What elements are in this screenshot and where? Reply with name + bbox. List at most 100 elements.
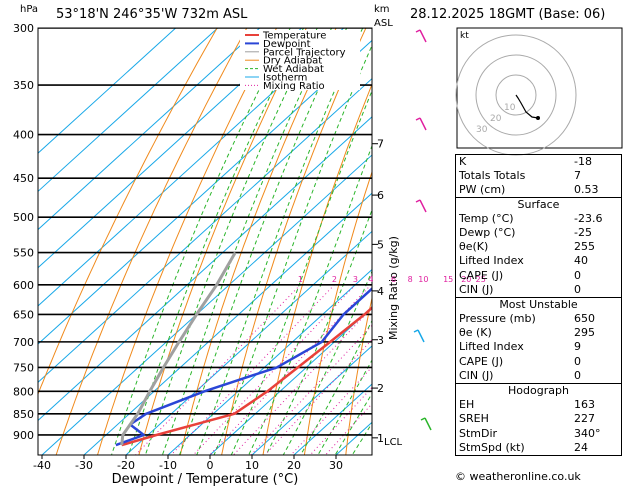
km-tick-label: 1	[377, 432, 384, 445]
temp-tick-label: -40	[33, 459, 51, 472]
surface-row: Lifted Index 40	[456, 254, 621, 268]
lcl-label: LCL	[384, 437, 403, 448]
pressure-tick-label: 300	[13, 22, 34, 35]
isotherm-line	[38, 28, 345, 307]
temp-tick-label: 10	[245, 459, 259, 472]
index-row: PW (cm) 0.53	[456, 183, 621, 197]
surface-row: Temp (°C) -23.6	[456, 212, 621, 226]
pressure-tick-label: 450	[13, 172, 34, 185]
isotherm-line	[209, 307, 372, 455]
temp-tick-label: -20	[117, 459, 135, 472]
dry-adiabat-line	[303, 170, 372, 455]
index-row: K -18	[456, 155, 621, 169]
index-label: K	[459, 155, 467, 168]
km-tick-label: 2	[377, 382, 384, 395]
hodograph-label: EH	[459, 398, 475, 412]
legend-label: Isotherm	[263, 73, 307, 84]
index-value: 7	[574, 169, 581, 183]
most-unstable-value: 0	[574, 368, 581, 382]
wind-barb-staff	[419, 117, 427, 131]
hodograph-section: Hodograph EH 163 SREH 227 StmDir 340° StmSpd (…	[455, 383, 622, 456]
y-axis-label: hPa	[20, 4, 38, 15]
wind-barb	[420, 417, 432, 431]
isotherm-line	[38, 116, 372, 422]
wind-barb-staff	[417, 329, 425, 343]
mixing-ratio-label: 15	[443, 275, 453, 284]
pressure-tick-label: 350	[13, 79, 34, 92]
surface-value: -25	[574, 225, 592, 239]
temp-tick-label: 20	[287, 459, 301, 472]
surface-row: CIN (J) 0	[456, 283, 621, 297]
mixing-ratio-label: 25	[476, 275, 486, 284]
dry-adiabat-line	[262, 83, 372, 455]
most-unstable-row: CAPE (J) 0	[456, 355, 621, 369]
hodograph-ring	[455, 34, 577, 156]
km-tick-label: 3	[377, 334, 384, 347]
hodograph-row: SREH 227	[456, 412, 621, 426]
hodograph-ring	[475, 54, 557, 136]
wet-adiabat-line	[265, 208, 372, 455]
mixing-ratio-label: 8	[408, 275, 413, 284]
most-unstable-row: θe (K) 295	[456, 326, 621, 340]
index-label: PW (cm)	[459, 183, 506, 197]
hodograph-unit-label: kt	[460, 31, 469, 41]
km-axis-label: km	[374, 4, 390, 15]
most-unstable-title: Most Unstable	[499, 297, 578, 311]
isotherm-line	[167, 268, 372, 455]
pressure-tick-label: 750	[13, 361, 34, 374]
surface-row: Dewp (°C) -25	[456, 226, 621, 240]
legend-label: Temperature	[262, 31, 326, 42]
km-tick-label: 7	[377, 138, 384, 151]
legend-label: Mixing Ratio	[263, 81, 325, 92]
km-tick-label: 6	[377, 189, 384, 202]
wet-adiabat-line	[127, 28, 304, 455]
wet-adiabat-line	[144, 28, 318, 455]
most-unstable-label: Pressure (mb)	[459, 312, 536, 326]
pressure-tick-label: 800	[13, 385, 34, 398]
pressure-tick-label: 700	[13, 336, 34, 349]
hodograph-end-point	[536, 116, 540, 120]
hodograph-row: StmDir 340°	[456, 427, 621, 441]
hodograph-ring-label: 30	[476, 125, 488, 135]
hodograph-value: 24	[574, 440, 588, 454]
pressure-tick-label: 500	[13, 211, 34, 224]
mixing-ratio-line	[264, 339, 372, 455]
hodograph-label: SREH	[459, 412, 489, 426]
surface-value: 0	[574, 268, 581, 282]
legend-label: Wet Adiabat	[263, 64, 324, 75]
hodograph-title: Hodograph	[508, 384, 569, 397]
dry-adiabat-line	[96, 28, 278, 455]
dry-adiabat-line	[138, 28, 307, 455]
mixing-ratio-line	[232, 306, 372, 455]
surface-title: Surface	[517, 197, 560, 211]
pressure-tick-label: 600	[13, 279, 34, 292]
hodograph-value: 227	[574, 412, 595, 426]
surface-label: Lifted Index	[459, 254, 524, 268]
surface-label: CAPE (J)	[459, 268, 504, 282]
km-tick-label: 4	[377, 285, 384, 298]
hodograph-ring-label: 10	[504, 103, 516, 113]
legend-box	[240, 30, 360, 90]
most-unstable-row: CIN (J) 0	[456, 369, 621, 383]
wind-barb-staff	[419, 29, 427, 43]
hodograph-value: 163	[574, 398, 595, 412]
most-unstable-value: 295	[574, 326, 595, 340]
surface-section: Surface Temp (°C) -23.6 Dewp (°C) -25 θe(K) 2…	[455, 196, 622, 298]
isotherm-line	[38, 39, 372, 345]
isotherm-line	[251, 345, 372, 455]
mixing-ratio-label: 3	[353, 275, 358, 284]
mixing-ratio-label: 6	[391, 275, 396, 284]
surface-label: θe(K)	[459, 240, 489, 254]
wind-barb-flag	[413, 329, 419, 333]
dewpoint-line	[115, 287, 372, 447]
hodograph-ring	[495, 74, 537, 116]
index-label: Totals Totals	[459, 169, 526, 183]
isotherm-line	[38, 28, 219, 193]
wind-barb	[413, 329, 425, 343]
wind-barb-staff	[419, 199, 427, 213]
index-row: Totals Totals 7	[456, 169, 621, 183]
pressure-tick-label: 550	[13, 247, 34, 260]
mixing-ratio-label: 1	[298, 275, 303, 284]
